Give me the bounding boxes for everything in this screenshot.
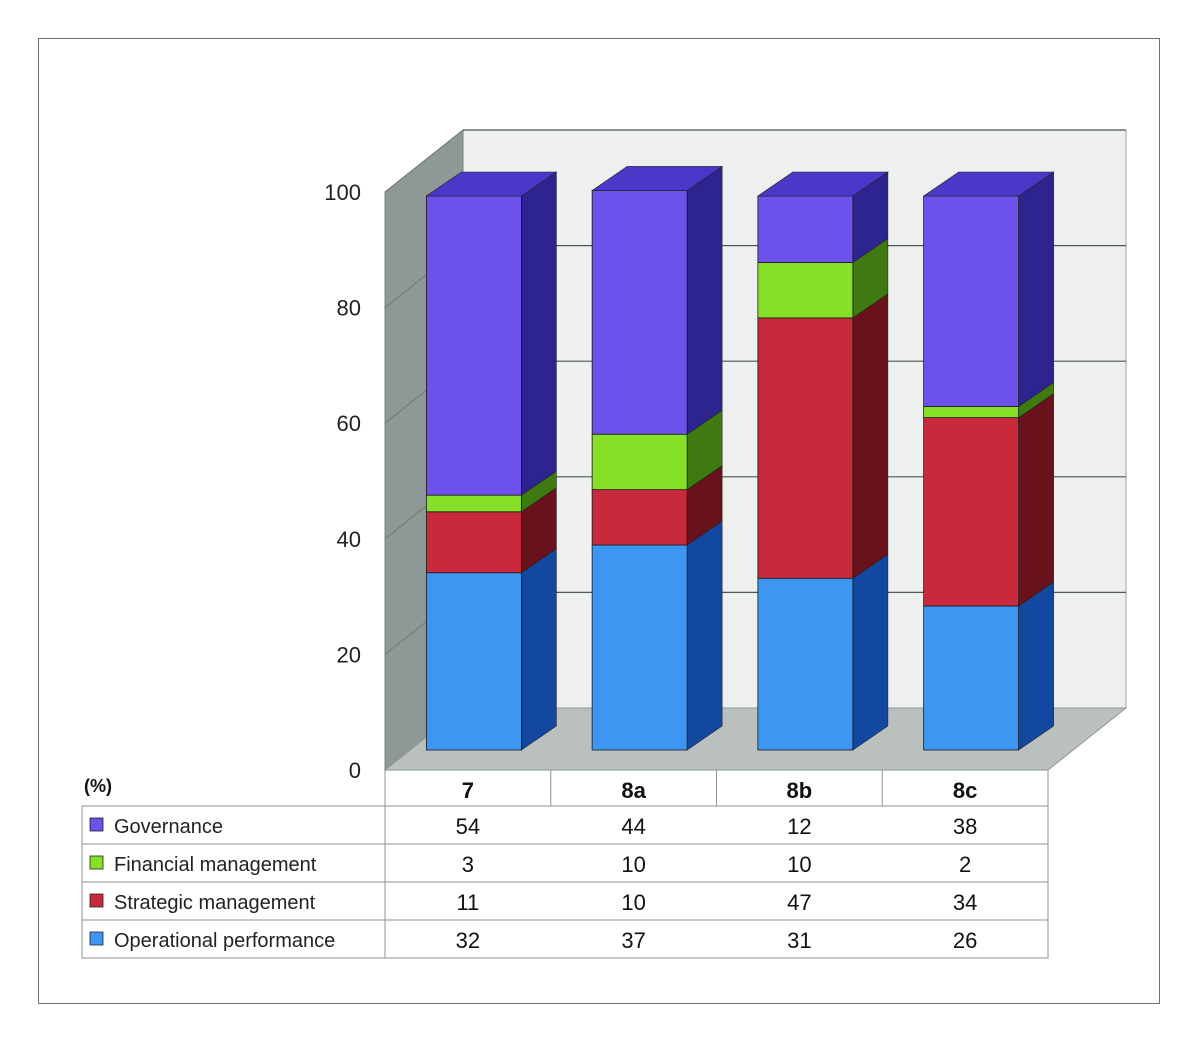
bar-segment-side [1018,393,1054,607]
table-row [81,843,1049,883]
legend-series-name: Governance [114,816,223,838]
bar-segment-side [852,293,889,579]
x-category-label: 8b [787,778,813,803]
bar-segment [923,605,1020,751]
table-row [81,919,1049,959]
bar-top [756,171,889,197]
table-value: 37 [621,928,645,953]
bar-segment [923,195,1020,407]
bar-segment [425,572,522,751]
table-value: 10 [787,852,811,877]
table-value: 26 [953,928,977,953]
table-value: 3 [462,852,474,877]
legend-series-name: Operational performance [114,930,335,952]
bar-segment [591,544,688,751]
bar-segment-side [1018,171,1054,408]
table-value: 10 [621,890,645,915]
table-value: 44 [621,814,645,839]
bar-top [591,166,724,191]
x-category-label: 8a [621,778,646,803]
bar-segment [591,433,688,491]
legend-swatch [89,931,104,946]
bar-segment [425,195,522,496]
table-value: 2 [959,852,971,877]
bar-segment [757,577,854,751]
bar-segment [591,489,688,546]
table-value: 31 [787,928,811,953]
unit-label: (%) [84,776,112,796]
bar-segment-side [521,171,557,496]
y-tick-label: 80 [337,296,361,321]
bar-segment [757,317,854,579]
legend-swatch [89,817,104,832]
table-value: 34 [953,890,977,915]
bar-top [922,171,1055,197]
table-value: 38 [953,814,977,839]
y-tick-label: 40 [337,527,361,552]
y-tick-label: 0 [349,758,361,783]
table-row [81,805,1049,845]
bar-segment [425,511,522,574]
table-value: 11 [456,890,479,915]
bar-segment-side [852,553,889,751]
table-value: 54 [456,814,480,839]
bar-segment [425,494,522,513]
y-tick-label: 100 [324,180,361,205]
legend-swatch [89,893,104,908]
x-category-label: 7 [462,778,474,803]
bar-segment [923,406,1020,418]
bar-top [425,171,558,197]
bar-segment-side [686,520,723,751]
legend-swatch [89,855,104,870]
bar-segment [757,262,854,319]
x-category-label: 8c [953,778,977,803]
table-value: 10 [621,852,645,877]
table-value: 12 [787,814,811,839]
legend-series-name: Strategic management [114,892,316,914]
bar-segment-side [686,165,723,435]
bar-segment-side [521,548,557,751]
chart-frame [38,38,1160,1004]
gridline [384,129,464,193]
bar-segment [591,190,688,435]
bar-segment-side [1018,581,1054,751]
table-value: 47 [787,890,811,915]
y-tick-label: 60 [337,411,361,436]
table-row [81,881,1049,921]
bar-segment [757,195,854,263]
y-tick-label: 20 [337,642,361,667]
legend-series-name: Financial management [114,854,317,876]
bar-segment [923,417,1020,607]
table-value: 32 [456,928,480,953]
